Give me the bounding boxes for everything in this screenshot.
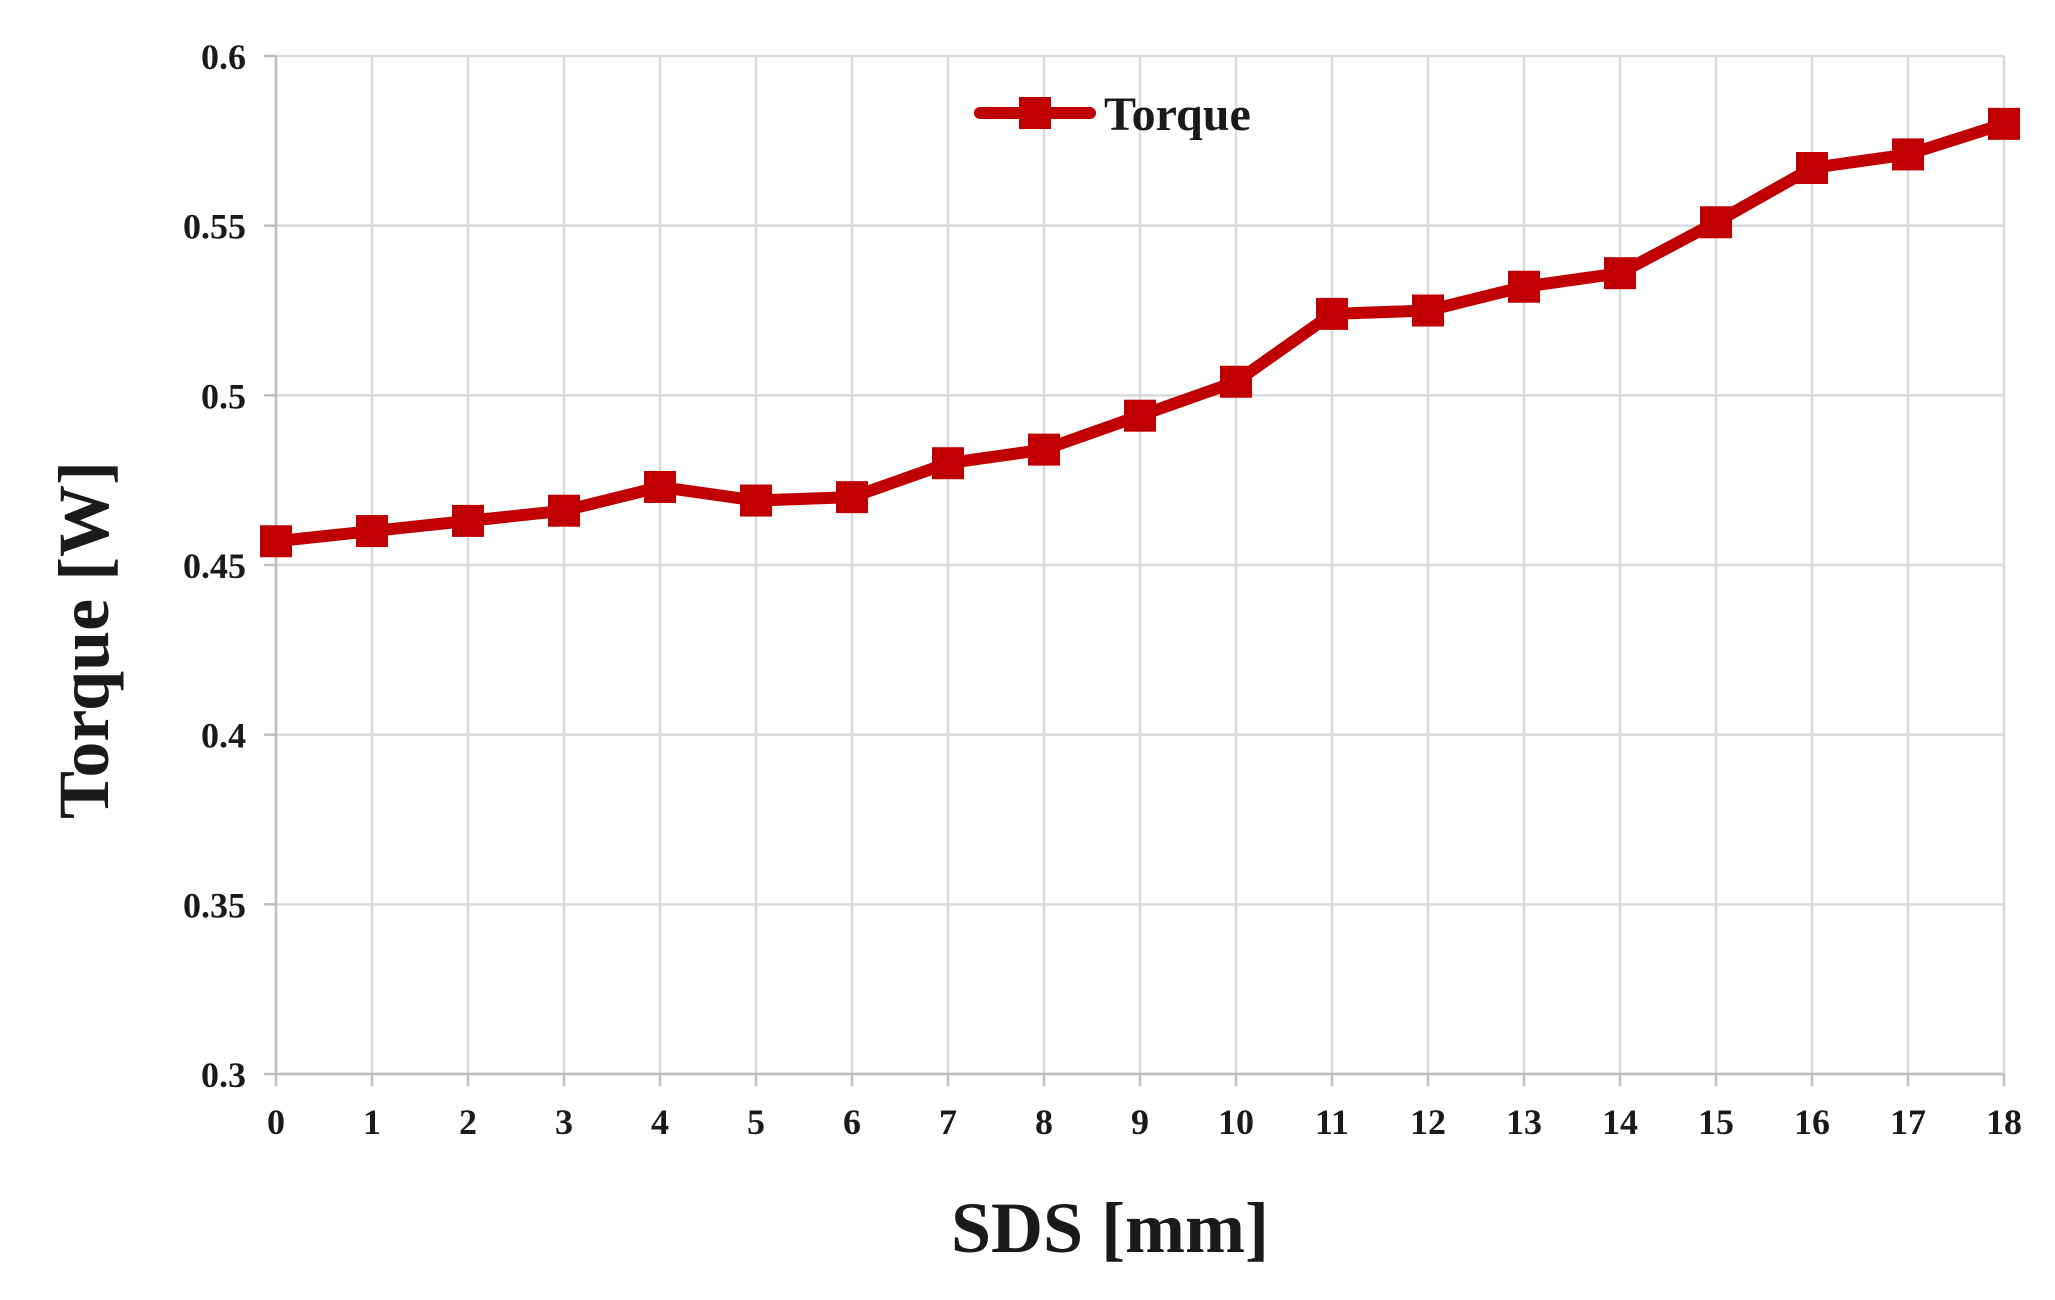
x-tick-label: 15 — [1698, 1102, 1734, 1142]
x-tick-label: 12 — [1410, 1102, 1446, 1142]
data-point-marker — [1220, 365, 1252, 398]
x-tick-label: 0 — [267, 1102, 285, 1142]
data-point-marker — [1700, 206, 1732, 239]
x-axis-title: SDS [mm] — [951, 1188, 1269, 1268]
legend-marker-swatch — [1019, 97, 1051, 129]
x-tick-labels: 0 1 2 3 4 5 6 7 8 9 10 11 12 13 14 15 16 17 18 — [267, 1102, 2022, 1142]
x-tick-label: 14 — [1602, 1102, 1638, 1142]
y-tick-label: 0.5 — [201, 376, 246, 416]
data-point-marker — [1508, 270, 1540, 303]
data-point-marker — [548, 494, 580, 527]
y-axis-title: Torque [W] — [44, 461, 124, 819]
data-point-marker — [644, 470, 676, 503]
data-point-marker — [452, 504, 484, 537]
x-tick-label: 10 — [1218, 1102, 1254, 1142]
x-tick-label: 8 — [1035, 1102, 1053, 1142]
y-tick-label: 0.4 — [201, 716, 246, 756]
y-tick-label: 0.35 — [183, 885, 246, 925]
x-tick-label: 9 — [1131, 1102, 1149, 1142]
y-tick-label: 0.55 — [183, 207, 246, 247]
series — [260, 107, 2020, 558]
data-point-marker — [1316, 297, 1348, 330]
data-point-marker — [260, 525, 292, 558]
y-tick-label: 0.3 — [201, 1055, 246, 1095]
x-tick-label: 16 — [1794, 1102, 1830, 1142]
x-tick-label: 13 — [1506, 1102, 1542, 1142]
data-point-marker — [1796, 151, 1828, 184]
grid — [274, 54, 2006, 1076]
y-tick-label: 0.6 — [201, 37, 246, 77]
data-point-marker — [836, 481, 868, 514]
axes — [264, 54, 2006, 1086]
x-tick-label: 18 — [1986, 1102, 2022, 1142]
x-tick-label: 17 — [1890, 1102, 1926, 1142]
x-tick-label: 6 — [843, 1102, 861, 1142]
data-point-marker — [1988, 107, 2020, 140]
y-tick-label: 0.45 — [183, 546, 246, 586]
data-point-marker — [1604, 257, 1636, 290]
legend-label: Torque — [1104, 88, 1251, 141]
x-tick-label: 1 — [363, 1102, 381, 1142]
x-tick-label: 5 — [747, 1102, 765, 1142]
x-tick-label: 4 — [651, 1102, 669, 1142]
data-point-marker — [1412, 294, 1444, 327]
data-point-marker — [932, 447, 964, 480]
x-tick-label: 11 — [1315, 1102, 1349, 1142]
data-point-marker — [1028, 433, 1060, 466]
x-tick-label: 3 — [555, 1102, 573, 1142]
y-tick-labels: 0.3 0.35 0.4 0.45 0.5 0.55 0.6 — [183, 37, 246, 1095]
data-point-marker — [1124, 399, 1156, 432]
data-point-marker — [356, 515, 388, 548]
x-tick-label: 2 — [459, 1102, 477, 1142]
data-point-marker — [1892, 138, 1924, 171]
x-tick-label: 7 — [939, 1102, 957, 1142]
legend: Torque — [974, 88, 1251, 141]
data-point-marker — [740, 484, 772, 517]
